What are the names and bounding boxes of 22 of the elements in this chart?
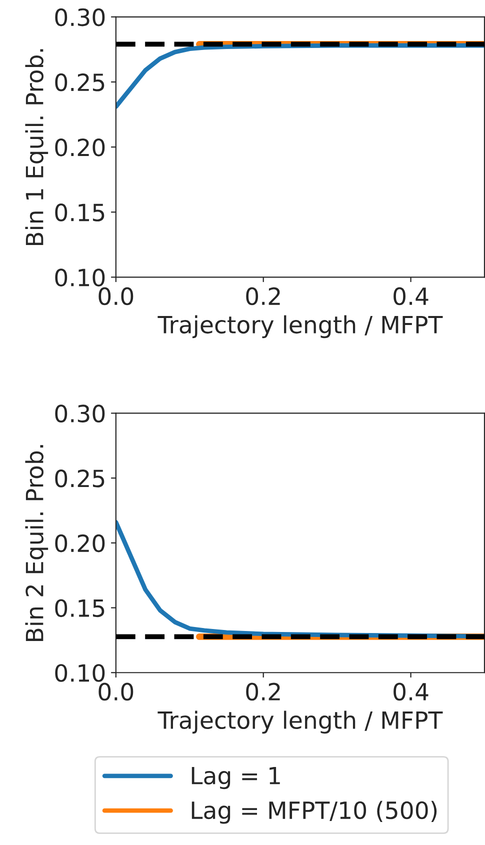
x-axis-title: Trajectory length / MFPT (158, 710, 443, 734)
legend-label: Lag = 1 (192, 766, 280, 790)
y-tick-label: 0.10 (55, 664, 105, 682)
x-tick-label: 0.2 (246, 682, 280, 701)
y-tick-label: 0.20 (55, 534, 105, 552)
y-tick-label: 0.25 (55, 73, 104, 92)
x-tick-label: 0.0 (98, 682, 134, 701)
x-tick-label: 0.2 (246, 287, 280, 306)
y-tick-label: 0.15 (55, 599, 104, 618)
x-axis-title: Trajectory length / MFPT (158, 315, 443, 338)
y-tick-label: 0.30 (55, 404, 105, 423)
legend-label: Lag = MFPT/10 (500) (192, 800, 437, 824)
y-axis-title: Bin 1 Equil. Prob. (25, 49, 48, 246)
x-tick-label: 0.4 (394, 287, 428, 306)
y-tick-label: 0.25 (55, 470, 104, 488)
y-tick-label: 0.20 (55, 138, 105, 156)
y-tick-label: 0.30 (55, 8, 105, 26)
y-tick-label: 0.15 (55, 204, 104, 222)
x-tick-label: 0.0 (98, 287, 134, 306)
x-tick-label: 0.4 (394, 682, 428, 701)
y-tick-label: 0.10 (55, 268, 105, 286)
y-axis-title: Bin 2 Equil. Prob. (25, 445, 48, 641)
